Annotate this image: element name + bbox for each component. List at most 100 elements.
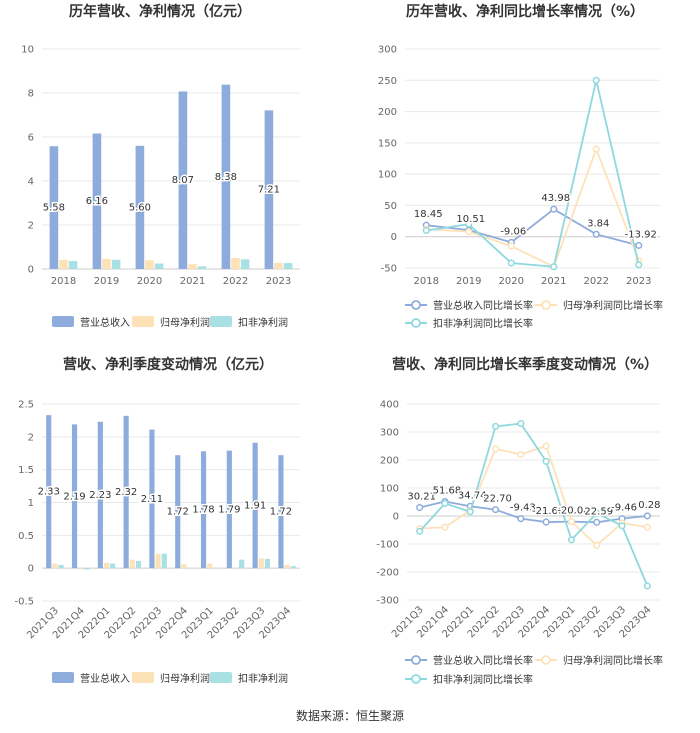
data-point (517, 515, 525, 523)
data-point (592, 145, 600, 153)
bar (290, 566, 296, 569)
quarterly-revenue-profit-chart: 营收、净利季度变动情况（亿元）-0.500.511.522.52021Q3202… (14, 356, 300, 685)
data-label: 5.60 (129, 202, 151, 213)
legend-label: 扣非净利润同比增长率 (433, 317, 533, 330)
y-tick-label: 50 (384, 201, 397, 212)
data-label: 6.16 (86, 196, 108, 207)
data-point (492, 445, 500, 453)
data-point (517, 420, 525, 428)
bar (68, 261, 78, 269)
data-point (416, 527, 424, 535)
data-point (635, 241, 643, 249)
data-point (567, 536, 576, 544)
series-line (419, 444, 648, 547)
bar (240, 259, 250, 269)
y-tick-label: 100 (380, 484, 399, 495)
data-label: 1.91 (244, 500, 266, 511)
data-label: 1.72 (270, 507, 292, 518)
data-point (593, 509, 601, 517)
data-label: 8.38 (215, 172, 237, 183)
bar (123, 415, 129, 569)
data-label: 22.70 (483, 494, 512, 505)
x-tick-label: 2019 (456, 276, 481, 287)
bar (207, 563, 213, 569)
series-line (418, 422, 649, 587)
y-tick-label: 0 (28, 564, 34, 575)
data-label: 5.58 (43, 203, 65, 214)
legend-marker (411, 300, 421, 310)
legend-label: 归母净利润 (160, 316, 210, 329)
bar (264, 110, 274, 269)
legend-label: 归母净利润同比增长率 (563, 299, 663, 312)
chart-title: 营收、净利同比增长率季度变动情况（%） (392, 356, 658, 373)
legend-label: 营业总收入同比增长率 (433, 299, 533, 312)
data-label: 1.79 (218, 504, 240, 515)
bar (84, 568, 90, 570)
y-tick-label: 2.5 (18, 400, 34, 411)
data-label: 8.07 (172, 175, 194, 186)
x-tick-label: 2021 (541, 276, 566, 287)
x-tick-label: 2018 (51, 276, 76, 287)
data-point (441, 523, 449, 531)
annual-revenue-profit-chart: 历年营收、净利情况（亿元） 0 2 4 6 8 10 2018 2019 2020 2021 2022… (21, 3, 300, 329)
data-point (567, 518, 576, 526)
legend-marker (411, 674, 421, 684)
y-tick-label: 0 (391, 232, 397, 243)
y-tick-label: 250 (378, 76, 397, 87)
legend-marker (541, 655, 551, 665)
data-point (542, 442, 550, 450)
y-tick-label: 2 (28, 432, 34, 443)
data-label: 2.19 (63, 491, 85, 502)
data-point (643, 512, 651, 520)
bar (46, 415, 52, 569)
data-point (592, 230, 600, 238)
bar (52, 563, 58, 569)
data-point (635, 261, 643, 269)
data-point (542, 457, 550, 465)
x-tick-label: 2020 (499, 276, 524, 287)
y-tick-label: 8 (28, 89, 34, 100)
bar (200, 451, 207, 569)
data-source-note: 数据来源：恒生聚源 (296, 708, 404, 723)
bar (155, 553, 161, 569)
legend-marker (541, 300, 551, 310)
data-point (517, 450, 525, 458)
bar (149, 429, 155, 569)
chart-title: 营收、净利季度变动情况（亿元） (63, 356, 273, 373)
bar (58, 564, 64, 569)
legend-label: 营业总收入同比增长率 (433, 654, 533, 667)
chart-title: 历年营收、净利同比增长率情况（%） (406, 3, 644, 20)
y-tick-label: -0.5 (14, 597, 34, 608)
bar (274, 262, 283, 269)
bar (97, 421, 103, 569)
legend-label: 归母净利润 (160, 672, 210, 685)
legend-swatch (132, 672, 154, 683)
bar (258, 558, 264, 569)
bar (221, 84, 231, 269)
data-point (550, 205, 558, 213)
bar (175, 455, 181, 569)
bar (181, 564, 187, 569)
y-tick-label: 100 (378, 170, 397, 181)
data-label: -21.66 (532, 506, 564, 517)
data-label: 2.23 (89, 490, 111, 501)
data-label: -20.08 (557, 506, 589, 517)
data-label: 34.74 (458, 490, 487, 501)
data-point (422, 226, 430, 235)
bar (135, 145, 145, 269)
x-tick-label: 2023 (266, 276, 291, 287)
data-label: 43.98 (541, 193, 570, 204)
annual-growth-rate-chart: 历年营收、净利同比增长率情况（%） -50 0 50 100 150 200 250 300 20… (378, 3, 663, 330)
data-label: -9.06 (500, 226, 526, 237)
series-line (426, 146, 640, 268)
data-point (593, 518, 601, 526)
legend-marker (411, 318, 421, 328)
bar (197, 266, 207, 269)
bar (111, 259, 121, 269)
series-line (426, 80, 640, 268)
y-tick-label: 200 (378, 107, 397, 118)
legend-swatch (52, 316, 74, 327)
bar (59, 259, 68, 269)
bar (92, 133, 102, 269)
x-tick-label: 2022 (584, 276, 609, 287)
